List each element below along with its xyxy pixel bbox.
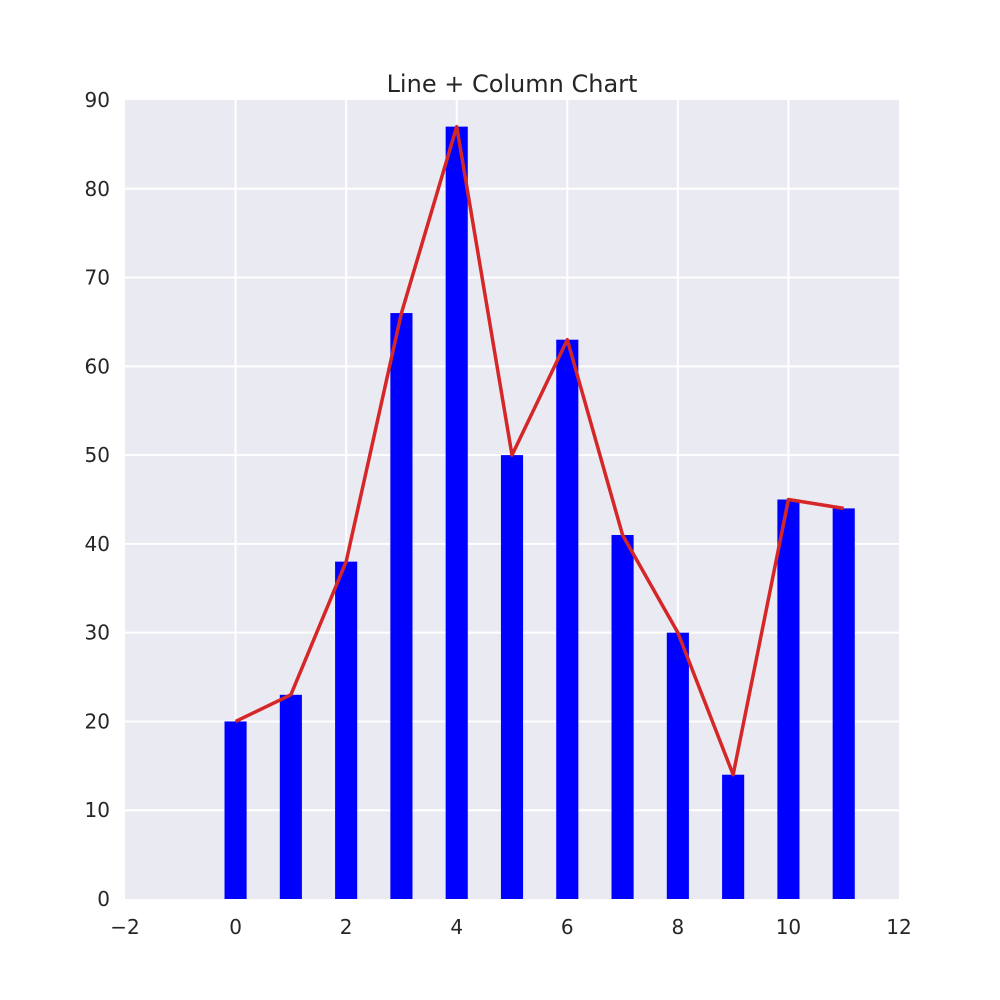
bar bbox=[611, 535, 634, 899]
bar bbox=[390, 313, 413, 900]
bar bbox=[445, 126, 468, 900]
y-axis-tick-labels: 0 10 20 30 40 50 60 70 80 90 bbox=[85, 88, 110, 911]
bar-series bbox=[224, 126, 855, 900]
bar bbox=[722, 774, 745, 899]
line-series bbox=[234, 124, 844, 777]
x-tick-label: 6 bbox=[561, 915, 574, 939]
x-tick-label: 0 bbox=[229, 915, 242, 939]
y-tick-label: 30 bbox=[85, 621, 110, 645]
chart-title: Line + Column Chart bbox=[387, 70, 638, 98]
bar bbox=[556, 339, 579, 899]
x-tick-label: 10 bbox=[776, 915, 801, 939]
bar bbox=[500, 455, 524, 899]
bar bbox=[224, 721, 247, 899]
bar bbox=[279, 694, 302, 899]
x-tick-label: 12 bbox=[886, 915, 911, 939]
bar bbox=[832, 508, 855, 899]
line-series-path bbox=[234, 124, 844, 777]
x-tick-label: 4 bbox=[450, 915, 463, 939]
x-axis-tick-labels: −2 0 2 4 6 8 10 12 bbox=[110, 915, 911, 939]
bar bbox=[666, 632, 689, 899]
bar bbox=[777, 499, 800, 899]
x-tick-label: −2 bbox=[110, 915, 139, 939]
bar bbox=[335, 561, 358, 899]
y-tick-label: 10 bbox=[85, 798, 110, 822]
y-tick-label: 70 bbox=[85, 266, 110, 290]
y-tick-label: 90 bbox=[85, 88, 110, 112]
x-tick-label: 8 bbox=[671, 915, 684, 939]
y-tick-label: 60 bbox=[85, 354, 110, 378]
y-tick-label: 80 bbox=[85, 177, 110, 201]
y-tick-label: 20 bbox=[85, 709, 110, 733]
y-tick-label: 50 bbox=[85, 443, 110, 467]
y-tick-label: 0 bbox=[97, 887, 110, 911]
y-tick-label: 40 bbox=[85, 532, 110, 556]
x-tick-label: 2 bbox=[340, 915, 353, 939]
